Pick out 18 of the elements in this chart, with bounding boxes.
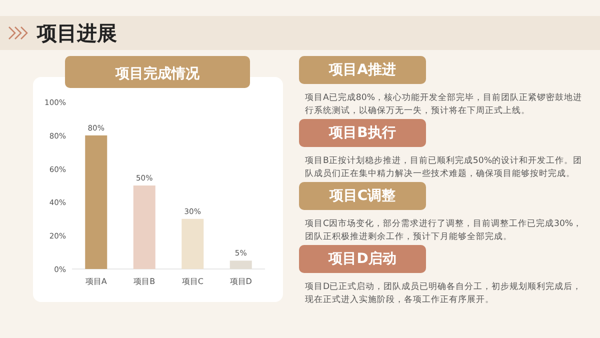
x-tick-label: 项目A — [85, 277, 108, 286]
bar — [182, 218, 204, 269]
x-tick-label: 项目D — [230, 277, 252, 286]
text: 项目B正按计划稳步推进，目前已顺利完成50%的设计和开发工作。团队成员们正在集中精力解决一些技术难题，确保项目能够按时完成。 — [305, 155, 583, 181]
text: 项目D已正式启动，团队成员已明确各自分工，初步规划顺利完成后，现在正式进入实施阶段，各项工作正有序展开。 — [305, 281, 583, 307]
text: 项目进展 — [36, 21, 117, 45]
bar — [133, 186, 156, 269]
text: 项目B执行 — [299, 119, 426, 147]
text: 项目A推进 — [299, 56, 426, 84]
chart-title: 项目完成情况 — [114, 65, 200, 82]
x-tick-label: 项目C — [182, 277, 204, 286]
text: 项目C因市场变化，部分需求进行了调整，目前调整工作已完成30%，团队正积极推进剩余工作，预计下月能够全部完成。 — [305, 218, 584, 244]
text: 项目A已完成80%，核心功能开发全部完毕，目前团队正紧锣密鼓地进行系统测试，以确保万无一失，预计将在下周正式上线。 — [305, 92, 583, 118]
text: 项目C调整 — [299, 182, 426, 210]
text: 项目D启动 — [299, 245, 426, 273]
bar — [85, 135, 108, 269]
bar — [230, 260, 252, 269]
x-tick-label: 项目B — [134, 277, 156, 286]
